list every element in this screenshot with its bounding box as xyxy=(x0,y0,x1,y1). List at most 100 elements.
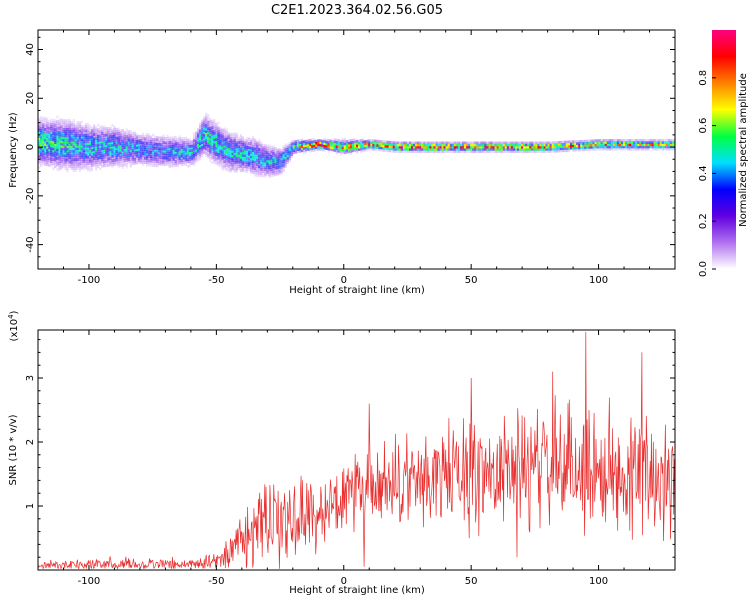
heatmap-cell xyxy=(584,139,587,143)
heatmap-cell xyxy=(431,148,434,151)
heatmap-cell xyxy=(386,149,389,153)
heatmap-cell xyxy=(260,165,263,169)
heatmap-cell xyxy=(498,148,501,151)
heatmap-cell xyxy=(639,141,642,144)
heatmap-cell xyxy=(86,166,90,170)
heatmap-cell xyxy=(105,162,108,165)
heatmap-cell xyxy=(117,138,120,142)
heatmap-cell xyxy=(166,154,169,158)
heatmap-cell xyxy=(260,161,263,164)
heatmap-cell xyxy=(123,155,126,158)
heatmap-cell xyxy=(351,140,355,144)
heatmap-cell xyxy=(250,144,253,148)
heatmap-cell xyxy=(95,154,98,158)
heatmap-cell xyxy=(286,156,289,160)
heatmap-cell xyxy=(602,147,605,151)
heatmap-cell xyxy=(398,143,401,147)
heatmap-cell xyxy=(254,169,257,173)
heatmap-cell xyxy=(42,136,45,139)
heatmap-cell xyxy=(135,157,138,160)
heatmap-cell xyxy=(241,140,244,144)
heatmap-cell xyxy=(270,172,273,175)
heatmap-cell xyxy=(578,142,581,145)
heatmap-cell xyxy=(376,146,379,149)
heatmap-cell xyxy=(74,156,77,159)
heatmap-cell xyxy=(137,161,141,164)
heatmap-cell xyxy=(211,128,214,131)
heatmap-cell xyxy=(197,148,200,151)
heatmap-cell xyxy=(303,142,306,146)
heatmap-cell xyxy=(164,163,167,166)
heatmap-cell xyxy=(229,165,232,169)
heatmap-cell xyxy=(274,162,277,166)
heatmap-cell xyxy=(209,122,212,125)
heatmap-cell xyxy=(209,137,212,141)
heatmap-cell xyxy=(455,150,459,153)
heatmap-cell xyxy=(80,151,83,155)
heatmap-cell xyxy=(150,157,153,161)
heatmap-cell xyxy=(278,168,281,171)
heatmap-cell xyxy=(201,132,204,136)
heatmap-cell xyxy=(86,127,90,130)
heatmap-cell xyxy=(117,164,120,168)
heatmap-cell xyxy=(245,139,249,142)
heatmap-cell xyxy=(152,140,155,143)
heatmap-cell xyxy=(616,143,620,147)
heatmap-cell xyxy=(219,149,222,152)
heatmap-cell xyxy=(142,141,145,145)
heatmap-cell xyxy=(239,162,242,166)
heatmap-cell xyxy=(643,143,646,147)
heatmap-cell xyxy=(241,169,244,172)
heatmap-cell xyxy=(162,145,165,149)
heatmap-cell xyxy=(60,145,63,148)
heatmap-cell xyxy=(284,154,287,157)
heatmap-cell xyxy=(95,146,98,149)
heatmap-cell xyxy=(111,130,114,134)
heatmap-cell xyxy=(239,167,242,170)
heatmap-cell xyxy=(451,143,454,147)
heatmap-cell xyxy=(113,156,116,160)
heatmap-cell xyxy=(227,156,230,159)
heatmap-cell xyxy=(637,147,640,151)
heatmap-cell xyxy=(241,147,244,150)
heatmap-cell xyxy=(610,145,613,149)
heatmap-cell xyxy=(590,146,593,149)
heatmap-cell xyxy=(105,140,108,143)
heatmap-cell xyxy=(382,144,385,148)
heatmap-cell xyxy=(221,168,224,171)
heatmap-cell xyxy=(486,141,489,145)
heatmap-cell xyxy=(54,132,57,136)
heatmap-cell xyxy=(237,165,240,168)
heatmap-cell xyxy=(614,141,618,144)
heatmap-cell xyxy=(288,148,291,152)
heatmap-cell xyxy=(105,149,108,152)
heatmap-cell xyxy=(313,149,316,152)
heatmap-cell xyxy=(207,151,210,155)
heatmap-cell xyxy=(192,154,196,158)
heatmap-cell xyxy=(133,159,136,163)
heatmap-cell xyxy=(203,131,206,135)
heatmap-cell xyxy=(313,146,316,150)
heatmap-cell xyxy=(215,151,218,154)
heatmap-cell xyxy=(402,148,406,151)
heatmap-cell xyxy=(631,141,634,144)
heatmap-cell xyxy=(74,129,77,133)
heatmap-cell xyxy=(195,146,198,150)
heatmap-cell xyxy=(91,146,94,150)
x-tick-label: 50 xyxy=(465,275,478,286)
heatmap-cell xyxy=(335,151,338,155)
x-tick-label: -50 xyxy=(208,275,224,286)
heatmap-cell xyxy=(180,148,183,151)
heatmap-cell xyxy=(380,142,383,145)
heatmap-cell xyxy=(89,144,92,148)
heatmap-cell xyxy=(170,140,173,144)
heatmap-cell xyxy=(111,150,114,154)
heatmap-cell xyxy=(103,131,106,135)
heatmap-cell xyxy=(223,164,226,168)
heatmap-cell xyxy=(592,143,595,147)
heatmap-cell xyxy=(535,150,538,153)
heatmap-cell xyxy=(182,143,185,147)
heatmap-cell xyxy=(103,125,106,128)
y-tick-label: 3 xyxy=(25,375,36,381)
heatmap-cell xyxy=(482,141,485,145)
